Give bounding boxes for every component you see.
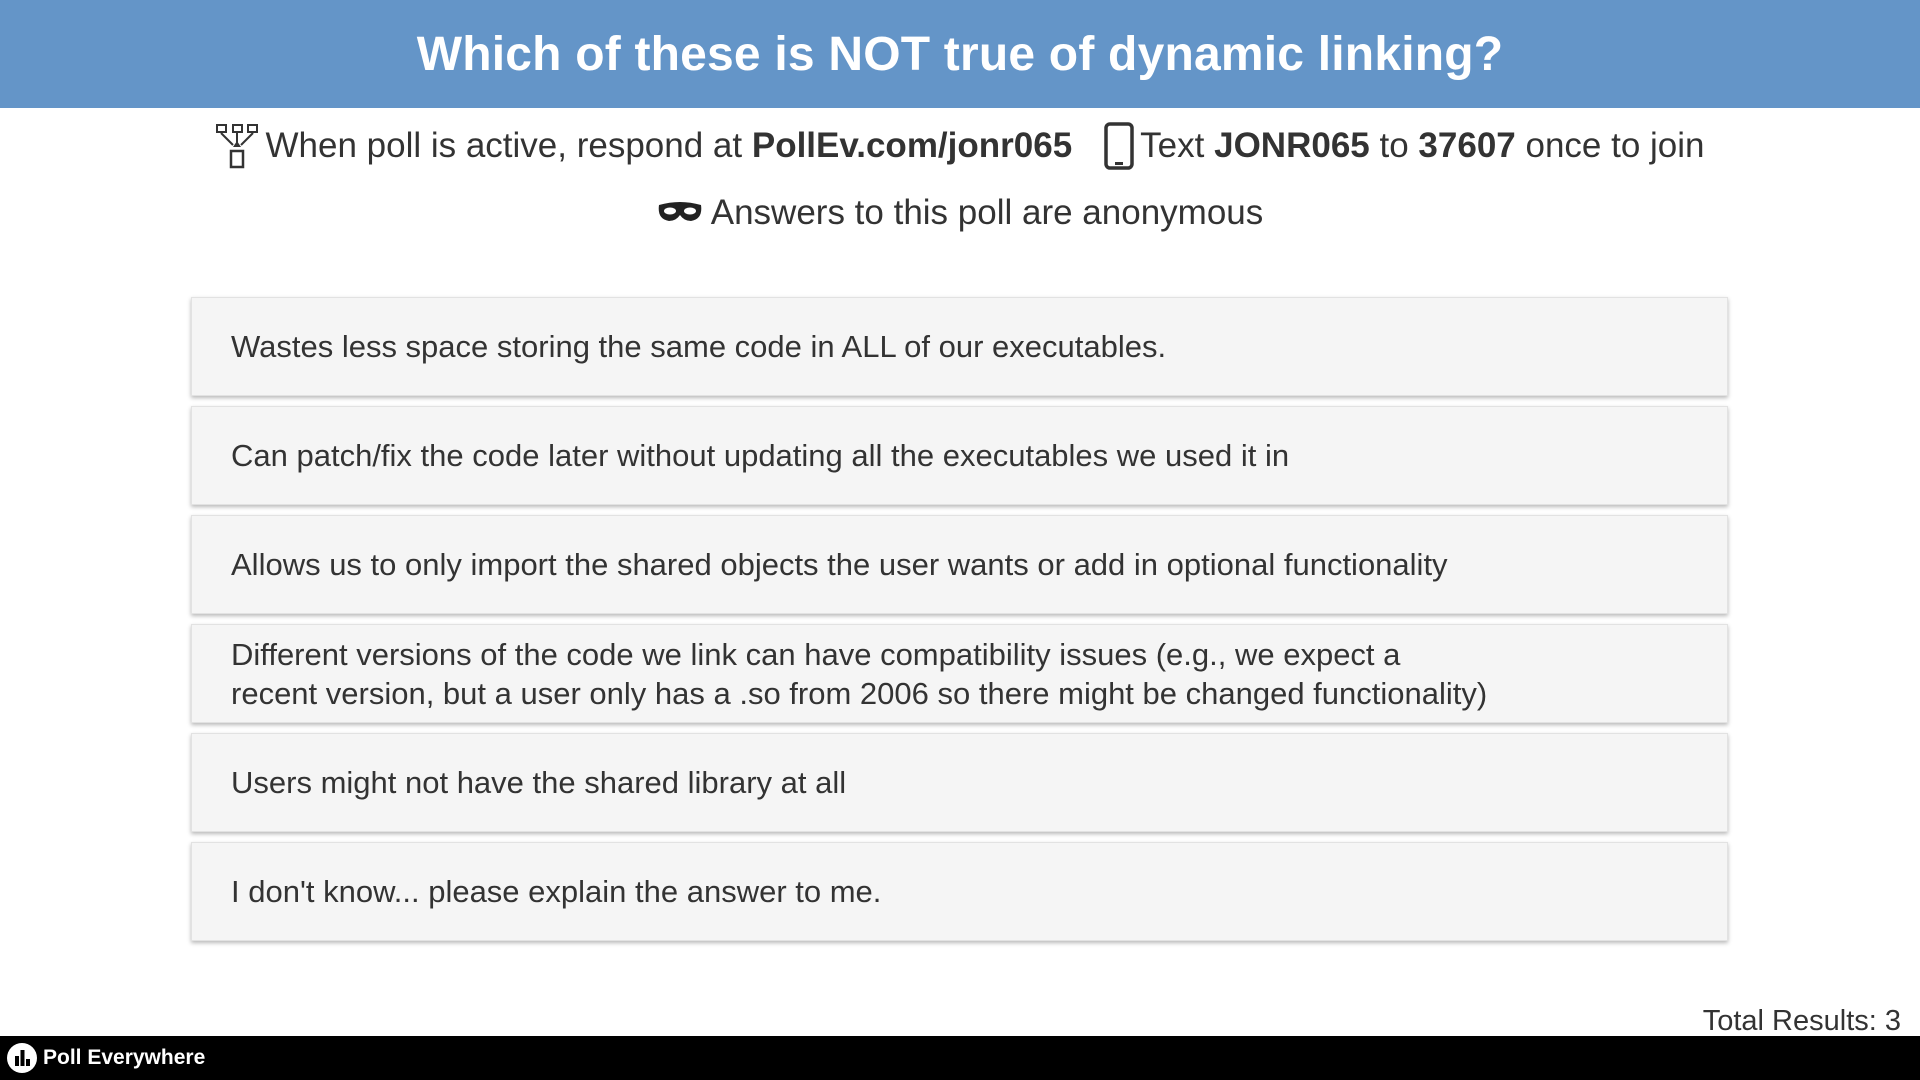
answer-option-text: Wastes less space storing the same code … (231, 329, 1167, 364)
poll-url: PollEv.com/jonr065 (751, 126, 1073, 165)
answer-option-text: Can patch/fix the code later without upd… (231, 438, 1290, 473)
brand-name[interactable]: Poll Everywhere (43, 1046, 206, 1069)
web-respond-prefix: When poll is active, respond at (265, 126, 743, 165)
footer-bar: Poll Everywhere (0, 1036, 1920, 1080)
text-code: JONR065 (1214, 126, 1370, 165)
answer-options-list: Wastes less space storing the same code … (191, 297, 1728, 951)
answer-option[interactable]: Allows us to only import the shared obje… (191, 515, 1728, 614)
answer-option-text: Allows us to only import the shared obje… (231, 547, 1448, 582)
text-prefix: Text (1140, 126, 1205, 165)
mask-icon (657, 201, 703, 225)
text-to: to (1379, 126, 1409, 165)
poll-everywhere-logo-icon[interactable] (6, 1042, 38, 1074)
answer-option[interactable]: Different versions of the code we link c… (191, 624, 1728, 723)
text-suffix: once to join (1525, 126, 1705, 165)
poll-question-title: Which of these is NOT true of dynamic li… (416, 27, 1504, 81)
answer-option[interactable]: I don't know... please explain the answe… (191, 842, 1728, 941)
answer-option[interactable]: Users might not have the shared library … (191, 733, 1728, 832)
anonymity-notice: Answers to this poll are anonymous (0, 183, 1920, 243)
answer-option-text: Users might not have the shared library … (231, 765, 847, 800)
anonymity-text: Answers to this poll are anonymous (710, 193, 1264, 232)
header-bar: Which of these is NOT true of dynamic li… (0, 0, 1920, 108)
text-number: 37607 (1418, 126, 1516, 165)
network-tree-icon (215, 123, 259, 169)
mobile-phone-icon (1104, 122, 1134, 170)
answer-option[interactable]: Can patch/fix the code later without upd… (191, 406, 1728, 505)
respond-instructions: When poll is active, respond at PollEv.c… (0, 115, 1920, 177)
answer-option[interactable]: Wastes less space storing the same code … (191, 297, 1728, 396)
answer-option-text: Different versions of the code we link c… (231, 636, 1488, 711)
answer-option-text: I don't know... please explain the answe… (231, 874, 882, 909)
total-results-count: Total Results: 3 (1702, 1005, 1901, 1037)
